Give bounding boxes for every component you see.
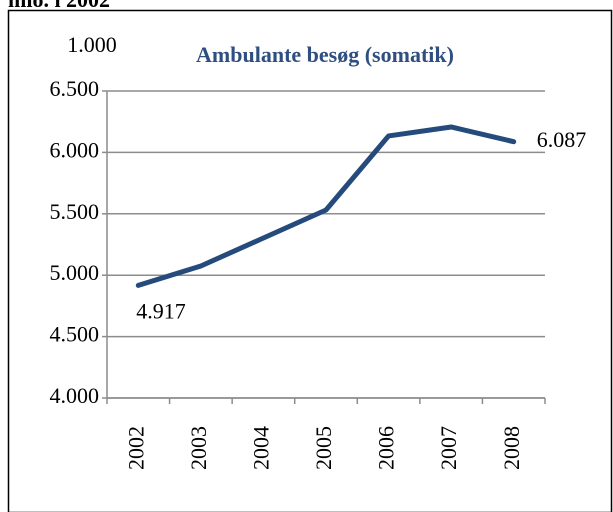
x-tick-label: 2005 <box>311 426 336 470</box>
data-label: 4.917 <box>136 298 186 323</box>
x-tick-label: 2007 <box>436 426 461 470</box>
x-tick-label: 2002 <box>123 426 148 470</box>
y-tick-label: 5.000 <box>50 260 100 285</box>
x-tick-label: 2006 <box>374 426 399 470</box>
y-tick-label: 6.500 <box>50 76 100 101</box>
data-label: 6.087 <box>537 127 587 152</box>
x-tick-label: 2008 <box>499 426 524 470</box>
chart-title: Ambulante besøg (somatik) <box>196 42 454 67</box>
caption: mio. i 2002 <box>8 0 110 12</box>
x-tick-label: 2003 <box>186 426 211 470</box>
y-tick-label: 4.500 <box>50 322 100 347</box>
y-tick-label: 5.500 <box>50 199 100 224</box>
x-tick-label: 2004 <box>248 426 273 470</box>
y-unit-label: 1.000 <box>67 32 117 57</box>
line <box>135 124 517 288</box>
y-tick-label: 4.000 <box>50 383 100 408</box>
y-tick-label: 6.000 <box>50 137 100 162</box>
frame <box>7 9 613 512</box>
